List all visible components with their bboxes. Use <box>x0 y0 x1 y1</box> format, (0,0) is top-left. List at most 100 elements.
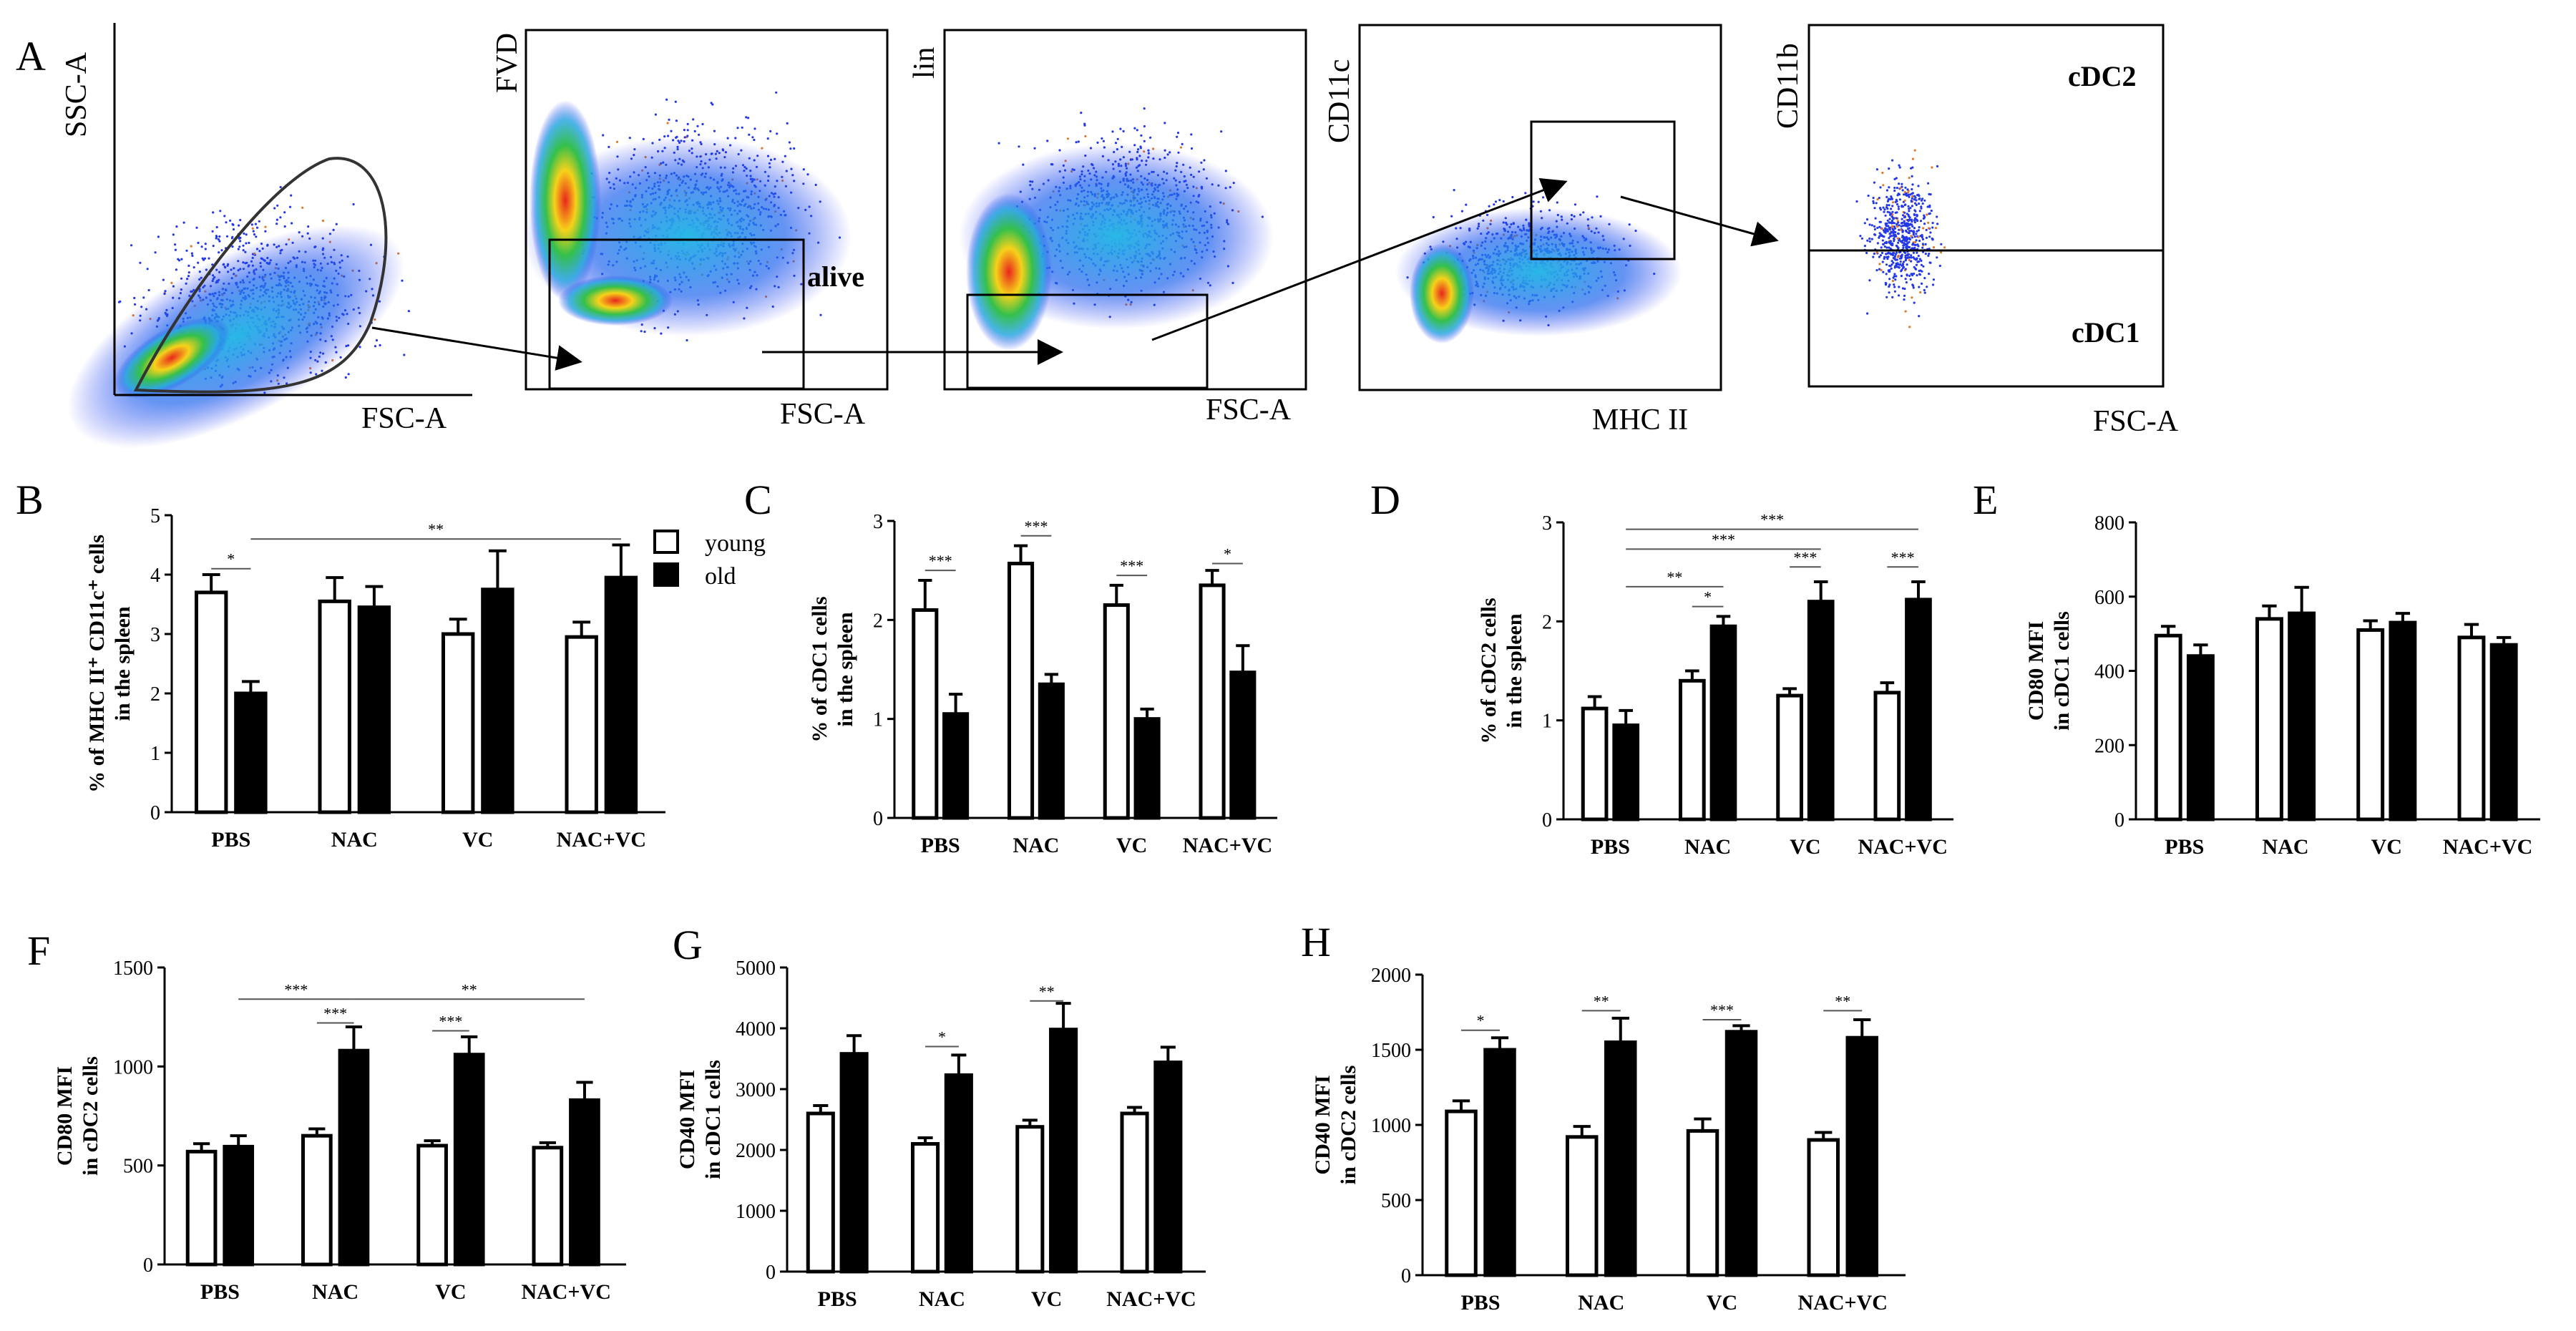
legend-young-label: young <box>705 530 766 557</box>
facs-event-dot <box>1875 269 1878 272</box>
facs-event-dot <box>1916 230 1918 233</box>
facs-event-dot <box>793 147 796 150</box>
x-category-label: PBS <box>818 1287 857 1311</box>
y-tick-label: 500 <box>123 1156 153 1178</box>
facs-event-dot <box>1872 197 1875 200</box>
facs-event-dot <box>1894 200 1897 203</box>
facs-event-dot <box>139 261 142 264</box>
y-axis-label-line-2: in cDC1 cells <box>2050 611 2074 731</box>
facs-event-dot <box>1916 243 1919 246</box>
facs-event-dot <box>1101 137 1103 140</box>
facs-event-dot <box>1896 237 1899 240</box>
facs-event-dot <box>1881 239 1884 242</box>
facs-event-dot <box>275 218 278 221</box>
facs-event-dot <box>1891 242 1894 245</box>
facs-event-dot <box>1931 222 1934 225</box>
facs-event-dot <box>1927 254 1930 257</box>
facs-event-dot <box>1893 273 1896 276</box>
bar-old-vc <box>453 1053 485 1267</box>
facs-event-dot <box>1901 189 1904 192</box>
facs-event-dot <box>1897 294 1901 297</box>
facs-event-dot <box>1898 182 1901 185</box>
facs-event-dot <box>1898 286 1901 288</box>
x-category-label: PBS <box>1460 1291 1500 1315</box>
facs-event-dot <box>1906 273 1908 276</box>
significance-label: ** <box>1039 983 1055 1000</box>
bar-old-pbs <box>1483 1048 1516 1277</box>
facs-event-dot <box>1066 137 1069 140</box>
facs-event-dot <box>1904 186 1907 189</box>
facs-event-dot <box>1929 231 1932 234</box>
facs-event-dot <box>219 210 222 213</box>
facs-y-label-2: FVD <box>491 33 524 93</box>
facs-event-dot <box>147 288 150 292</box>
facs-event-dot <box>1899 228 1902 231</box>
facs-event-dot <box>1888 186 1890 189</box>
y-tick-label: 0 <box>150 802 160 824</box>
facs-event-dot <box>253 233 256 236</box>
facs-event-dot <box>1865 218 1869 221</box>
facs-event-dot <box>1102 140 1105 142</box>
facs-event-dot <box>819 313 822 316</box>
x-category-label: NAC+VC <box>557 828 646 852</box>
facs-event-dot <box>1903 211 1906 214</box>
facs-event-dot <box>1878 263 1881 265</box>
facs-event-dot <box>218 251 220 254</box>
facs-event-dot <box>225 221 228 224</box>
facs-event-dot <box>1493 203 1496 206</box>
facs-event-dot <box>231 235 234 238</box>
density-cloud-1 <box>67 225 405 448</box>
facs-event-dot <box>1895 217 1898 220</box>
bar-young-pbs <box>912 608 939 820</box>
facs-event-dot <box>1890 195 1893 198</box>
facs-event-dot <box>1870 224 1873 227</box>
facs-event-dot <box>200 245 203 248</box>
x-category-label: NAC <box>2263 835 2309 859</box>
facs-event-dot <box>1140 134 1143 137</box>
significance-label: * <box>1704 588 1712 606</box>
y-tick-label: 4 <box>150 565 160 587</box>
facs-event-dot <box>1895 275 1898 278</box>
x-category-label: NAC <box>1578 1291 1624 1315</box>
y-axis-label-line-1: CD80 MFI <box>53 1066 77 1166</box>
bar-old-pbs <box>234 691 268 814</box>
facs-event-dot <box>1905 243 1908 246</box>
facs-event-dot <box>1453 189 1455 192</box>
facs-event-dot <box>255 226 259 229</box>
facs-event-dot <box>747 117 750 120</box>
facs-event-dot <box>1488 205 1491 208</box>
significance-label: ** <box>1835 992 1850 1010</box>
facs-event-dot <box>134 303 137 306</box>
facs-event-dot <box>1927 221 1930 224</box>
facs-event-dot <box>1860 237 1863 240</box>
facs-event-dot <box>1918 198 1921 200</box>
facs-event-dot <box>191 254 194 257</box>
facs-event-dot <box>1904 254 1907 257</box>
facs-event-dot <box>1872 255 1875 258</box>
facs-event-dot <box>1909 278 1912 281</box>
facs-event-dot <box>1872 200 1875 203</box>
facs-event-dot <box>1914 243 1917 247</box>
facs-event-dot <box>211 230 214 233</box>
facs-y-label-1: SSC-A <box>60 52 93 137</box>
facs-event-dot <box>1923 291 1926 294</box>
facs-event-dot <box>215 237 218 240</box>
facs-event-dot <box>734 137 737 140</box>
facs-event-dot <box>1896 225 1899 228</box>
facs-event-dot <box>1893 186 1896 190</box>
y-axis-label-line-1: % of cDC1 cells <box>808 596 831 742</box>
facs-event-dot <box>174 243 177 246</box>
facs-event-dot <box>1895 262 1898 265</box>
facs-event-dot <box>1181 142 1184 145</box>
facs-event-dot <box>1902 260 1906 263</box>
y-tick-label: 2000 <box>736 1140 776 1162</box>
y-axis-label-line-2: in the spleen <box>1503 613 1526 728</box>
facs-event-dot <box>192 266 195 269</box>
facs-event-dot <box>1891 201 1895 204</box>
panel-h: H 0 500 1000 1500 2000 CD40 MFI in cDC2 cells PB… <box>1301 919 1906 1315</box>
bar-young-nac <box>1679 678 1706 821</box>
facs-event-dot <box>1913 301 1916 304</box>
facs-event-dot <box>1912 251 1915 254</box>
facs-event-dot <box>1900 255 1903 258</box>
facs-event-dot <box>665 98 668 101</box>
